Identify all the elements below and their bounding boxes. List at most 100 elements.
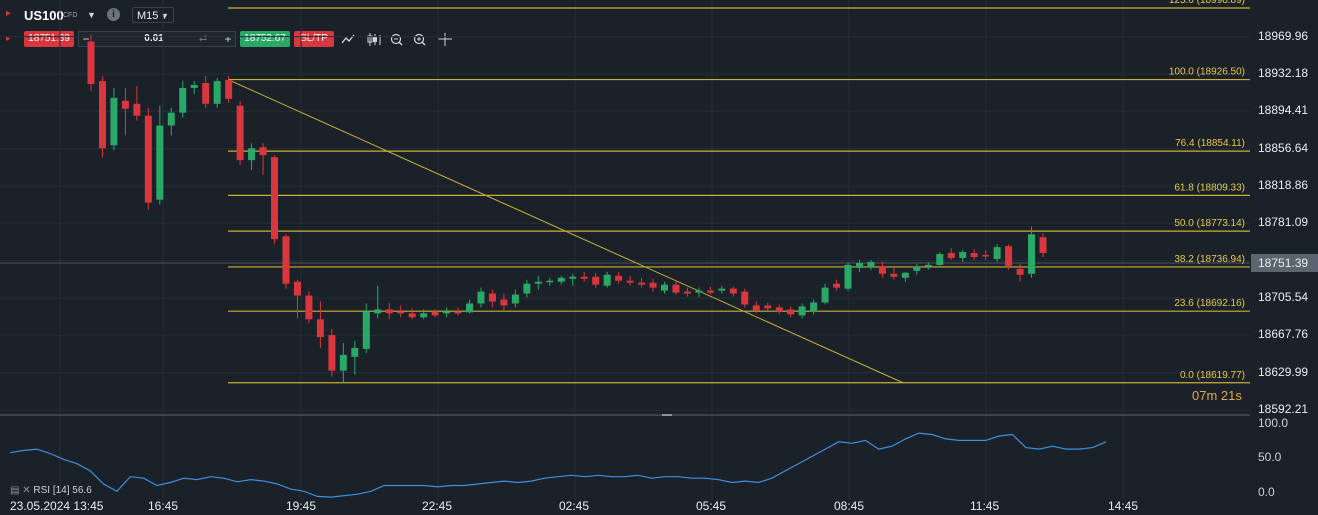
candle-bear xyxy=(236,105,244,161)
candle-bull xyxy=(420,313,428,318)
candle-bull xyxy=(959,252,967,258)
trade-marker-icon: ▸ xyxy=(6,33,11,43)
volume-input[interactable]: 0.01 xyxy=(144,33,164,44)
indicator-settings-icon[interactable]: ▤ ✕ xyxy=(10,485,31,496)
volume-stepper[interactable]: − 0.01 ⇄ + xyxy=(78,31,236,47)
candle-bull xyxy=(190,85,198,88)
candle-bull xyxy=(798,306,806,316)
line-chart-icon[interactable] xyxy=(341,34,355,44)
candle-bull xyxy=(351,347,359,357)
candle-bull xyxy=(1028,234,1036,274)
buy-button[interactable]: 18752.67 xyxy=(240,31,290,47)
candle-bull xyxy=(821,287,829,303)
candle-bear xyxy=(431,311,439,316)
candle-bear xyxy=(752,305,760,311)
chart-tools xyxy=(341,33,452,46)
candle-bull xyxy=(156,125,164,200)
candle-bear xyxy=(1039,237,1047,254)
candle-bull xyxy=(167,112,175,126)
candle-bull xyxy=(695,290,703,293)
fib-trend-line xyxy=(227,79,904,384)
candle-bull xyxy=(179,87,187,113)
candle-bull xyxy=(855,262,863,268)
sl-tp-button[interactable]: SL/TP xyxy=(294,31,334,47)
current-price-tag: 18751.39 xyxy=(1251,254,1318,272)
fib-level-label: 76.4 (18854.11) xyxy=(1175,138,1245,149)
candle-bear xyxy=(706,290,714,293)
fib-level-label: 100.0 (18926.50) xyxy=(1169,67,1245,78)
current-price-label: 18751.39 xyxy=(1258,256,1309,270)
info-icon[interactable]: i xyxy=(107,8,120,21)
price-tick-label: 18818.86 xyxy=(1258,177,1309,192)
candle-bull xyxy=(569,276,577,279)
candle-bear xyxy=(615,275,623,281)
candle-bull xyxy=(534,281,542,284)
candle-bull xyxy=(867,261,875,267)
candle-bear xyxy=(1005,246,1013,266)
symbol-dropdown-icon[interactable]: ▼ xyxy=(87,10,96,20)
volume-increase-button[interactable]: + xyxy=(224,32,232,46)
candle-bear xyxy=(328,335,336,371)
fib-level-label: 123.6 (18998.89) xyxy=(1169,0,1245,6)
candle-bear xyxy=(1016,268,1024,275)
time-tick-label: 16:45 xyxy=(148,499,179,513)
candle-bull xyxy=(924,264,932,267)
candle-bear xyxy=(121,100,129,109)
candle-bull xyxy=(936,254,944,265)
candle-bear xyxy=(98,81,106,149)
candle-bull xyxy=(546,280,554,283)
fib-level-label: 0.0 (18619.77) xyxy=(1180,370,1245,381)
candle-bull xyxy=(718,288,726,291)
timeframe-select[interactable]: M15 ▼ xyxy=(132,7,174,23)
volume-decrease-button[interactable]: − xyxy=(82,32,90,46)
candle-bear xyxy=(408,313,416,318)
timeframe-value: M15 xyxy=(137,10,159,22)
price-tick-label: 18667.76 xyxy=(1258,327,1309,342)
fib-level-label: 61.8 (18809.33) xyxy=(1174,182,1245,193)
candle-bear xyxy=(626,280,634,283)
candle-bull xyxy=(557,277,565,282)
rsi-legend[interactable]: ▤ ✕ RSI [14] 56.6 xyxy=(10,485,92,496)
candle-bear xyxy=(638,282,646,285)
candle-bear xyxy=(385,309,393,314)
alert-marker-icon: ▸ xyxy=(6,8,12,19)
candle-bull xyxy=(466,303,474,313)
candle-countdown: 07m 21s xyxy=(1192,388,1242,403)
candle-bull xyxy=(443,311,451,314)
candle-bear xyxy=(282,236,290,284)
time-tick-label: 23.05.2024 13:45 xyxy=(10,499,104,513)
candle-bear xyxy=(500,299,508,306)
candle-bull xyxy=(339,354,347,371)
candle-bear xyxy=(202,83,210,104)
candle-bear xyxy=(271,157,279,240)
candle-bear xyxy=(683,291,691,294)
sell-button[interactable]: 18751.39 xyxy=(24,31,74,47)
candle-bear xyxy=(982,255,990,257)
price-tick-label: 18705.54 xyxy=(1258,289,1309,304)
candle-bear xyxy=(741,291,749,305)
candle-bull xyxy=(901,272,909,278)
time-tick-label: 14:45 xyxy=(1108,499,1139,513)
crosshair-icon[interactable] xyxy=(438,33,452,46)
candle-bear xyxy=(787,309,795,315)
price-tick-label: 18969.96 xyxy=(1258,28,1309,43)
candle-bear xyxy=(729,288,737,294)
candle-bear xyxy=(305,295,313,320)
price-tick-label: 18932.18 xyxy=(1258,65,1309,80)
candle-bear xyxy=(87,41,95,85)
symbol-name[interactable]: US100 xyxy=(24,8,64,23)
fib-level-label: 38.2 (18736.94) xyxy=(1174,254,1245,265)
candle-bear xyxy=(454,311,462,314)
price-tick-label: 18856.64 xyxy=(1258,140,1309,155)
zoom-out-icon[interactable] xyxy=(390,33,403,46)
rsi-tick-50: 50.0 xyxy=(1258,450,1282,464)
pane-resize-handle[interactable] xyxy=(662,414,672,416)
candle-bull xyxy=(362,311,370,349)
candle-bull xyxy=(993,247,1001,259)
candle-bear xyxy=(649,282,657,288)
candle-bull xyxy=(213,81,221,104)
timeframe-dropdown-icon: ▼ xyxy=(160,11,169,21)
zoom-in-icon[interactable] xyxy=(413,33,426,46)
swap-icon[interactable]: ⇄ xyxy=(199,33,208,44)
